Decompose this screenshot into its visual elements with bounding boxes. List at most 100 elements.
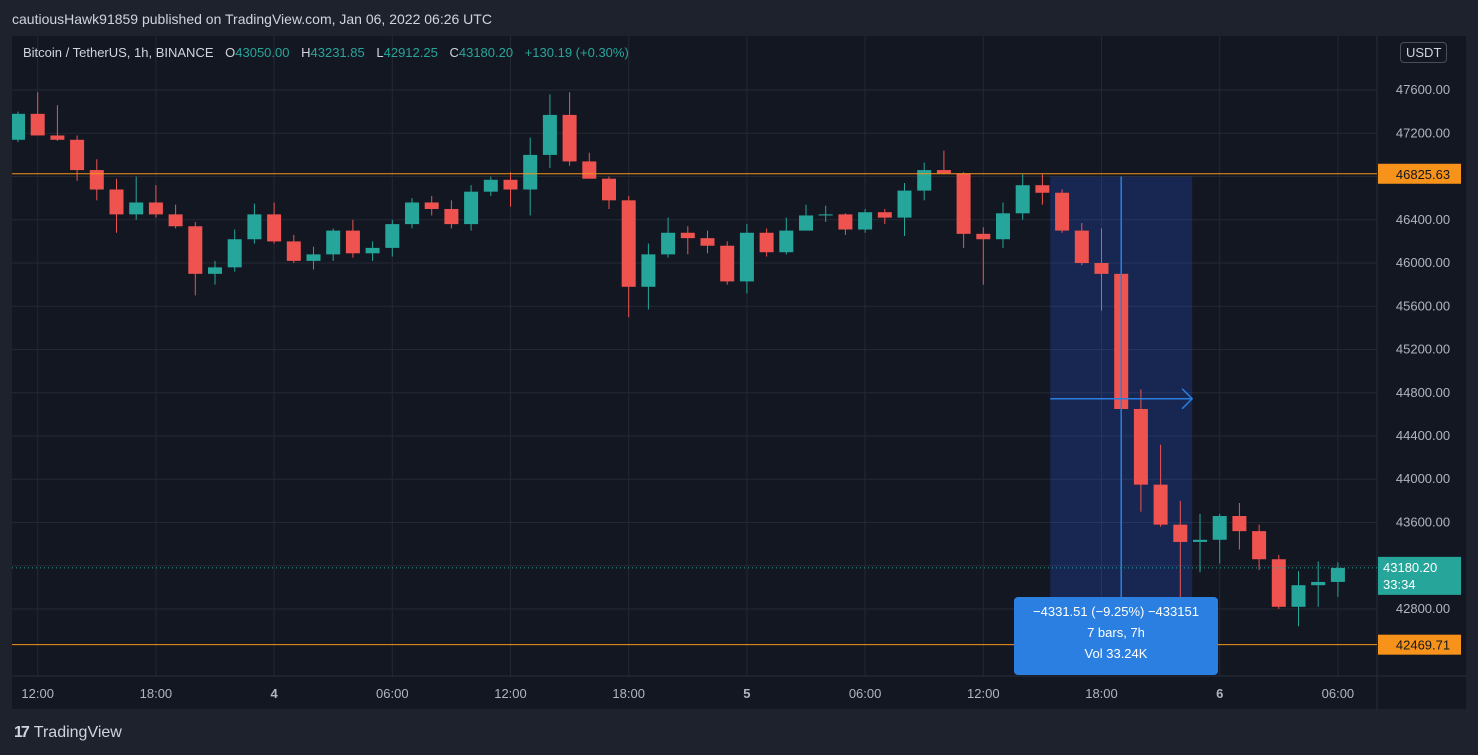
candle-body <box>956 173 971 234</box>
candle-body <box>424 202 439 209</box>
tradingview-mark-icon: 17 <box>14 724 30 741</box>
price-tick-label: 47600.00 <box>1396 82 1450 97</box>
candle-body <box>129 202 144 215</box>
time-tick-label: 06:00 <box>376 686 409 701</box>
candle-body <box>739 232 754 282</box>
time-tick-label: 6 <box>1216 686 1223 701</box>
candle-body <box>661 232 676 255</box>
price-line-label: 42469.71 <box>1396 638 1450 653</box>
time-tick-label: 12:00 <box>21 686 54 701</box>
low-label: L <box>376 45 384 60</box>
candle-body <box>168 214 183 227</box>
time-tick-label: 12:00 <box>494 686 527 701</box>
price-chart[interactable]: 42800.0043200.0043600.0044000.0044400.00… <box>12 36 1466 709</box>
chart-area[interactable]: 42800.0043200.0043600.0044000.0044400.00… <box>12 36 1466 709</box>
candle-body <box>917 170 932 191</box>
candle-body <box>267 214 282 242</box>
candle-body <box>1252 531 1267 560</box>
candle-body <box>1035 185 1050 193</box>
time-tick-label: 12:00 <box>967 686 1000 701</box>
candle-body <box>1271 559 1286 607</box>
high-label: H <box>301 45 311 60</box>
price-tick-label: 45600.00 <box>1396 298 1450 313</box>
candle-body <box>148 202 163 215</box>
price-tick-label: 44000.00 <box>1396 471 1450 486</box>
candle-body <box>720 245 735 282</box>
candle-body <box>1173 524 1188 542</box>
symbol-label: Bitcoin / TetherUS, 1h, BINANCE <box>23 45 214 60</box>
candle-body <box>1153 484 1168 525</box>
candle-body <box>621 200 636 287</box>
time-tick-label: 18:00 <box>140 686 173 701</box>
price-tick-label: 43600.00 <box>1396 514 1450 529</box>
candle-body <box>483 179 498 192</box>
open-label: O <box>225 45 236 60</box>
candle-body <box>89 170 104 190</box>
candle-body <box>779 230 794 253</box>
candle-body <box>227 239 242 268</box>
price-tick-label: 46000.00 <box>1396 255 1450 270</box>
candle-body <box>1133 408 1148 485</box>
price-line-label-bg <box>1378 163 1461 184</box>
candle-body <box>1212 516 1227 540</box>
currency-button[interactable]: USDT <box>1400 42 1448 63</box>
measure-arrow-icon <box>1181 388 1194 410</box>
candle-body <box>464 191 479 225</box>
last-price-label: 43180.20 <box>1383 560 1437 575</box>
candle-body <box>385 224 400 248</box>
time-tick-label: 18:00 <box>1085 686 1118 701</box>
close-value: 43180.20 <box>458 45 514 60</box>
tradingview-logo[interactable]: 17 TradingView <box>14 724 122 742</box>
candle-body <box>208 267 222 274</box>
candle-body <box>877 212 892 218</box>
candle-body <box>188 226 203 274</box>
candle-body <box>1291 585 1306 607</box>
candle-body <box>759 232 774 253</box>
candle-body <box>345 230 360 254</box>
candle-body <box>247 214 262 240</box>
candle-body <box>976 233 991 240</box>
candle-body <box>70 139 85 171</box>
price-tick-label: 45200.00 <box>1396 342 1450 357</box>
candle-body <box>1094 263 1109 274</box>
candle-body <box>858 212 873 230</box>
candle-body <box>306 254 321 261</box>
candle-body <box>602 178 616 201</box>
price-tick-label: 47200.00 <box>1396 125 1450 140</box>
high-value: 43231.85 <box>310 45 365 60</box>
measure-volume: Vol 33.24K <box>1084 646 1148 661</box>
candle-body <box>582 161 597 179</box>
candle-body <box>818 214 833 216</box>
publisher-line: cautiousHawk91859 published on TradingVi… <box>12 11 492 27</box>
candle-body <box>1311 581 1326 586</box>
candle-body <box>109 189 124 215</box>
time-tick-label: 06:00 <box>849 686 882 701</box>
price-tick-label: 46400.00 <box>1396 212 1450 227</box>
candle-body <box>50 135 65 140</box>
candle-body <box>680 232 695 239</box>
time-tick-label: 06:00 <box>1322 686 1355 701</box>
candle-body <box>936 170 951 174</box>
candle-body <box>12 113 25 140</box>
candle-body <box>523 154 538 190</box>
tradingview-name: TradingView <box>33 724 122 741</box>
measure-bars: 7 bars, 7h <box>1087 625 1145 640</box>
time-tick-label: 18:00 <box>612 686 645 701</box>
last-price-countdown: 33:34 <box>1383 577 1416 592</box>
price-line-label: 46825.63 <box>1396 167 1450 182</box>
close-label: C <box>449 45 459 60</box>
candle-body <box>503 179 518 190</box>
candle-body <box>897 190 912 218</box>
price-tick-label: 44400.00 <box>1396 428 1450 443</box>
open-value: 43050.00 <box>235 45 290 60</box>
ohlc-legend: Bitcoin / TetherUS, 1h, BINANCE O43050.0… <box>23 45 629 60</box>
price-tick-label: 44800.00 <box>1396 385 1450 400</box>
candle-body <box>1074 230 1089 264</box>
measure-change: −4331.51 (−9.25%) −433151 <box>1033 604 1199 619</box>
candle-body <box>838 214 853 230</box>
candle-body <box>641 254 656 287</box>
price-tick-label: 42800.00 <box>1396 601 1450 616</box>
candle-body <box>996 213 1010 240</box>
candle-body <box>562 114 577 162</box>
change-value: +130.19 (+0.30%) <box>524 45 629 60</box>
